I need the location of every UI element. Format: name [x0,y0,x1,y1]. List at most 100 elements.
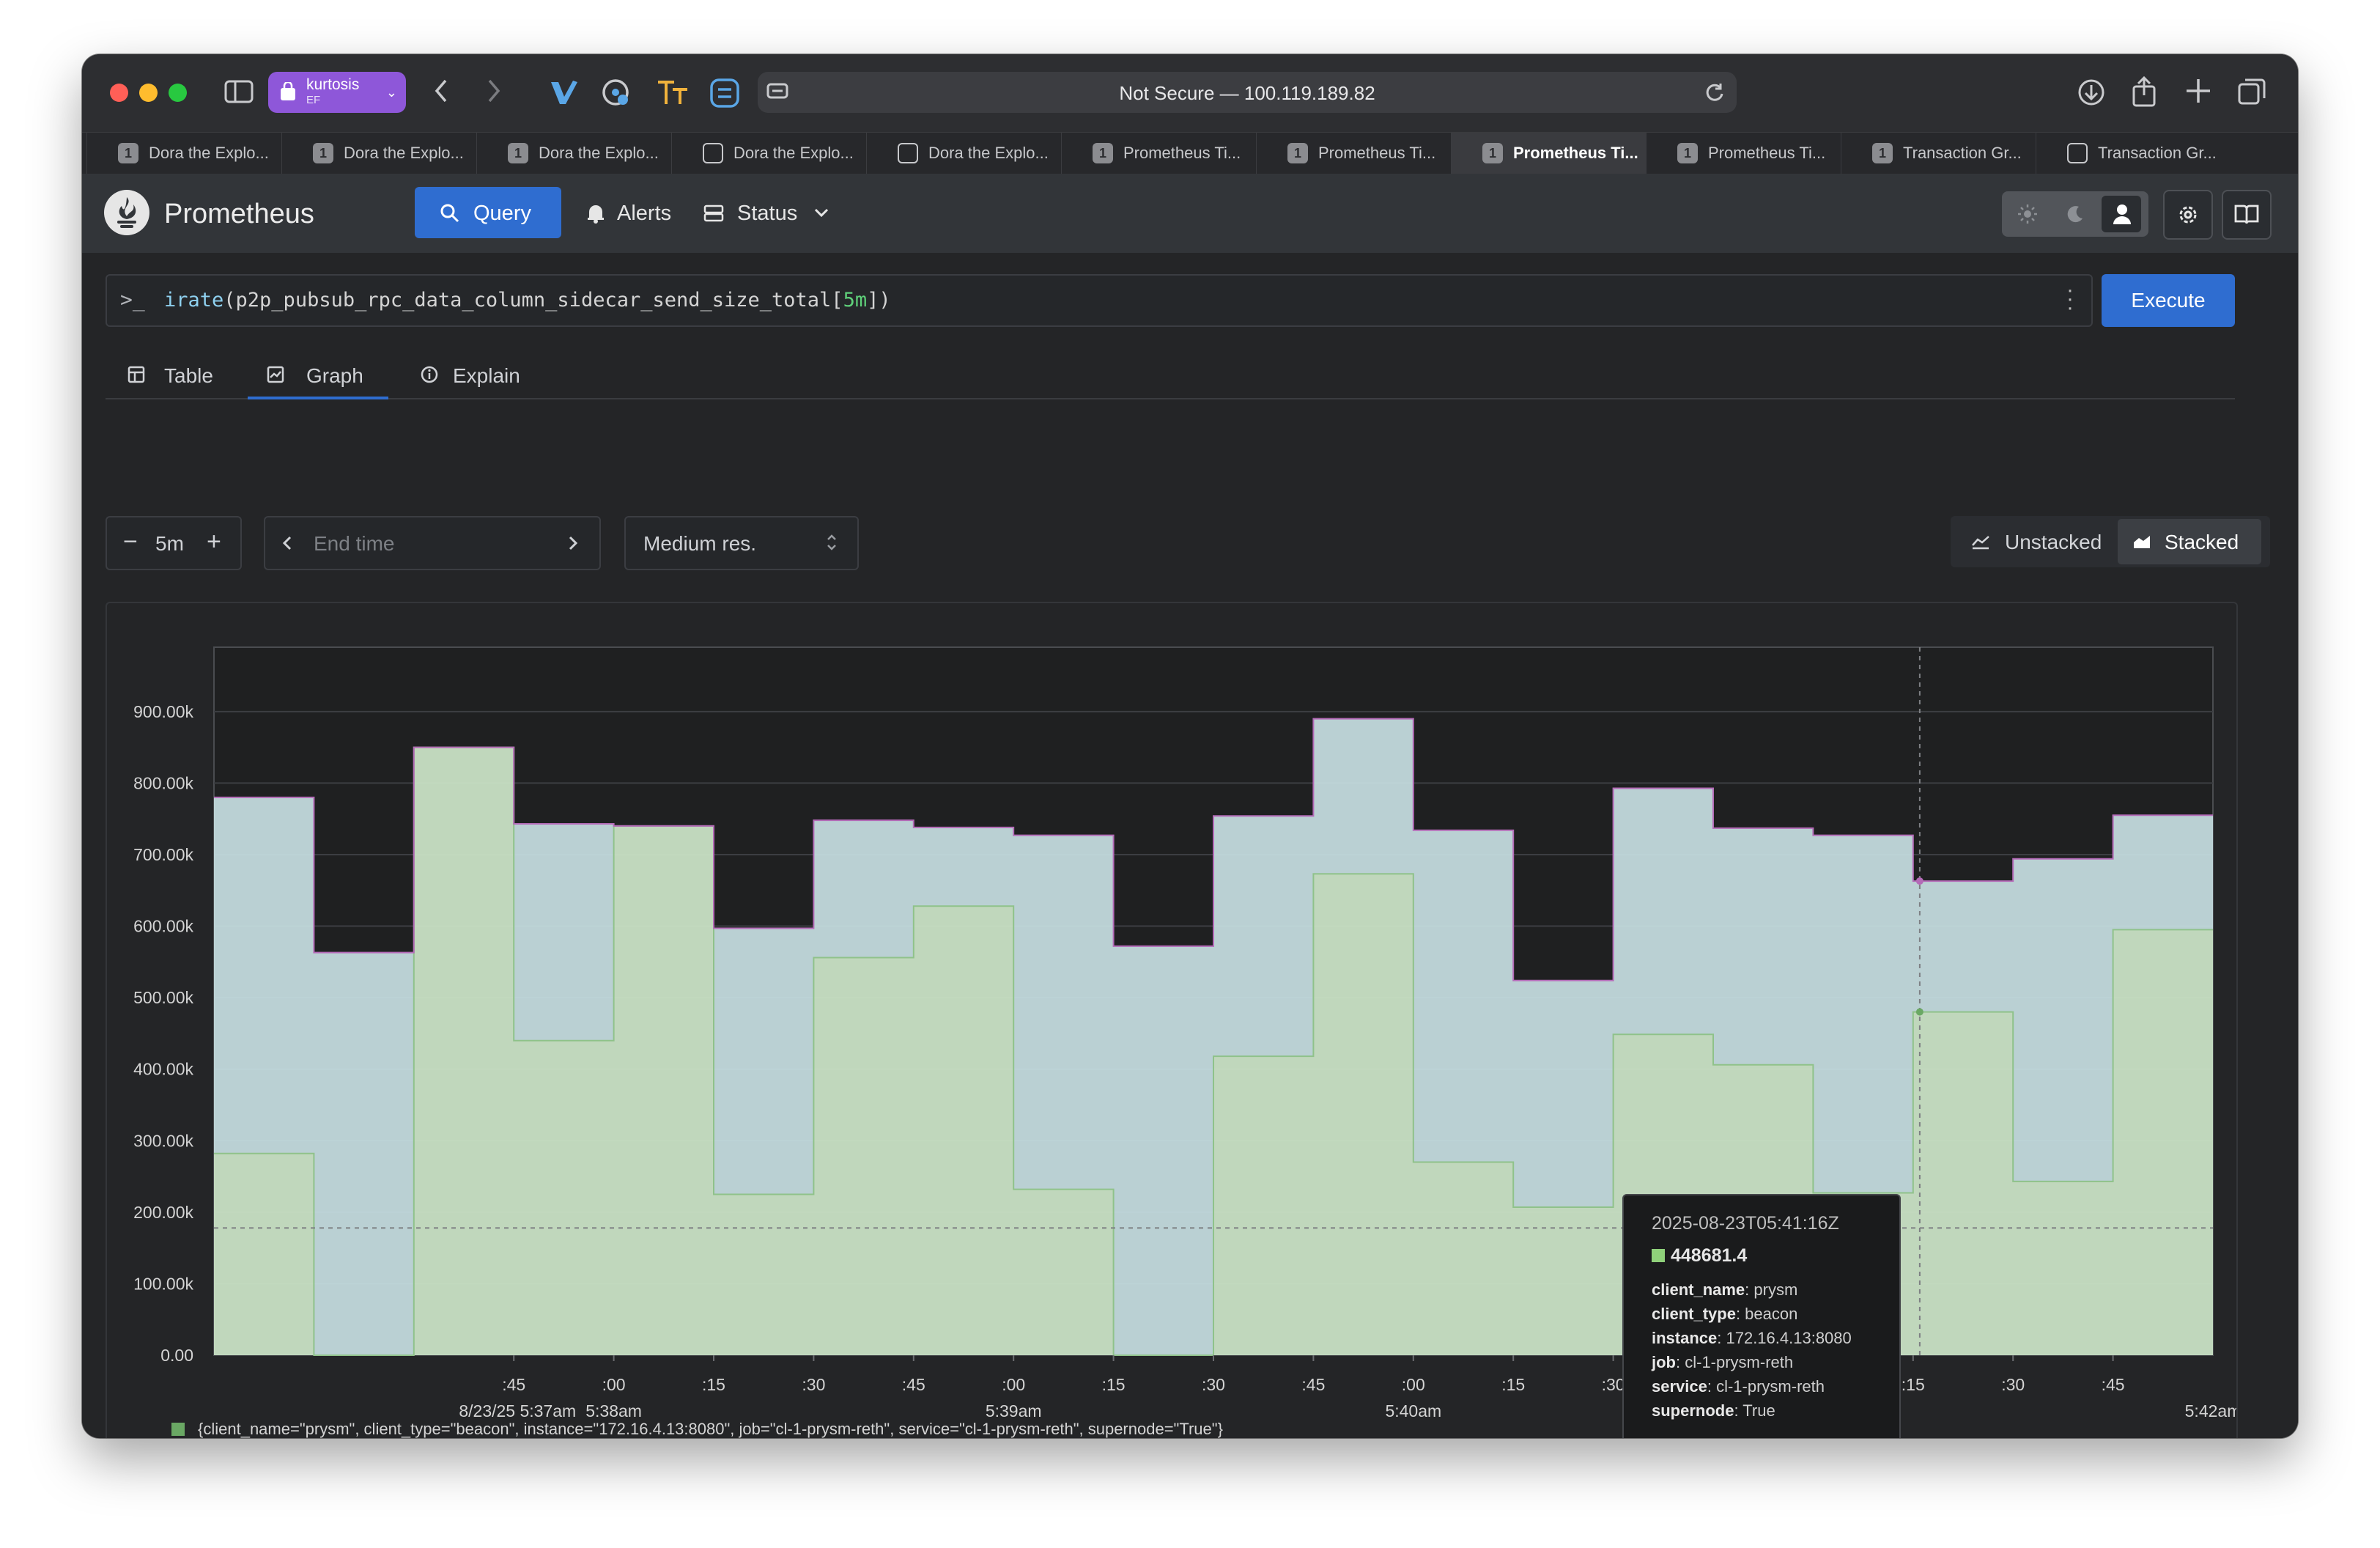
profile-name: kurtosis [306,76,360,93]
app-brand[interactable]: Prometheus [164,199,314,229]
decrease-range-button[interactable]: − [123,528,138,556]
docs-button[interactable] [2222,190,2272,240]
tab-count-badge: 1 [508,143,528,163]
stacked-label: Stacked [2165,531,2239,553]
forward-arrow-icon[interactable] [484,76,503,106]
reload-icon[interactable] [1704,82,1725,103]
status-nav-button[interactable]: Status [683,187,837,238]
prometheus-logo-icon[interactable] [104,190,149,235]
light-theme-button[interactable] [2008,196,2047,232]
bell-icon [588,205,604,224]
site-favicon-icon [2067,143,2088,163]
dark-theme-button[interactable] [2055,196,2094,232]
text-size-icon[interactable] [657,78,689,107]
profile-switcher[interactable]: kurtosis EF ⌄ [268,72,406,113]
x-tick-label: :45 [1301,1375,1325,1394]
query-input[interactable]: >_ irate(p2p_pubsub_rpc_data_column_side… [106,274,2093,327]
end-time-input[interactable]: End time [314,532,395,555]
tooltip-value-text: 448681.4 [1671,1245,1748,1266]
tab-explain[interactable]: Explain [391,350,523,397]
tooltip-label-key: client_type [1652,1305,1736,1323]
tooltip-label-row: service: cl-1-prysm-reth [1652,1377,1825,1396]
graph-panel: 0.00 100.00k 200.00k 300.00k 400.00k 500.00k 6… [106,602,2238,1438]
x-tick-label: :00 [1002,1375,1025,1394]
legend-item[interactable]: {client_name="prysm", client_type="beaco… [198,1420,1223,1438]
address-bar[interactable]: Not Secure — 100.119.189.82 [758,72,1737,113]
browser-tab[interactable]: 1 Dora the Explo... [476,133,672,174]
query-expression[interactable]: irate(p2p_pubsub_rpc_data_column_sidecar… [164,289,891,312]
browser-tab[interactable]: 1 Transaction Gr... [1841,133,2036,174]
tab-count-badge: 1 [118,143,138,163]
tab-table[interactable]: Table [106,350,223,397]
x-major-label: 5:40am [1385,1401,1441,1420]
range-value[interactable]: 5m [155,532,184,555]
moon-icon [2067,206,2082,223]
browser-tab[interactable]: 1 Dora the Explo... [281,133,477,174]
vim-extension-icon[interactable] [548,78,580,107]
profile-subtitle: EF [306,94,321,106]
y-tick-label: 200.00k [133,1203,193,1222]
book-icon [2234,204,2259,224]
back-arrow-icon[interactable] [432,76,451,106]
browser-tab[interactable]: 1 Prometheus Ti... [1451,133,1647,174]
y-tick-label: 500.00k [133,988,193,1007]
browser-tab-title: Dora the Explo... [149,144,269,162]
downloads-icon[interactable] [2077,78,2106,107]
tab-graph-label: Graph [306,364,363,387]
browser-tab[interactable]: 1 Prometheus Ti... [1256,133,1452,174]
browser-tab-title: Prometheus Ti... [1513,144,1638,162]
minimize-window-button[interactable] [139,84,158,102]
browser-tab[interactable]: Dora the Explo... [671,133,867,174]
alerts-nav-button[interactable]: Alerts [566,187,676,238]
tooltip-label-value: : cl-1-prysm-reth [1707,1377,1825,1396]
tab-count-badge: 1 [313,143,333,163]
tooltip-label-key: client_name [1652,1280,1745,1299]
new-tab-icon[interactable] [2185,78,2211,104]
extension-icon[interactable] [709,78,740,108]
tooltip-label-value: : cl-1-prysm-reth [1676,1353,1794,1371]
x-tick-label: :45 [502,1375,525,1394]
execute-button[interactable]: Execute [2102,274,2235,327]
browser-tab[interactable]: 1 Prometheus Ti... [1061,133,1257,174]
stacked-button[interactable]: Stacked [2118,519,2261,564]
x-major-label: 8/23/25 5:37am [459,1401,576,1420]
browser-tab-title: Dora the Explo... [344,144,464,162]
x-major-label: 5:38am [585,1401,642,1420]
auto-theme-button[interactable] [2102,196,2141,232]
unstacked-button[interactable]: Unstacked [1954,519,2115,564]
share-icon[interactable] [2131,76,2157,107]
password-extension-icon[interactable] [601,78,632,108]
x-tick-label: :15 [1102,1375,1126,1394]
query-options-icon[interactable]: · · · [2066,278,2074,320]
tab-graph[interactable]: Graph [248,350,388,399]
sidebar-toggle-icon[interactable] [224,79,254,104]
site-favicon-icon [898,143,918,163]
graph-tooltip: 2025-08-23T05:41:16Z 448681.4 client_nam… [1622,1194,1901,1438]
view-tabs: Table Graph Explain [106,350,2235,399]
close-window-button[interactable] [110,84,128,102]
chevron-right-icon[interactable] [567,535,579,551]
resolution-select[interactable]: Medium res. [624,516,859,570]
end-time-control: End time [264,516,601,570]
chevron-left-icon[interactable] [281,535,293,551]
table-icon [128,366,145,383]
settings-button[interactable] [2163,190,2213,240]
x-tick-label: :15 [702,1375,725,1394]
stacked-area-chart[interactable]: 0.00 100.00k 200.00k 300.00k 400.00k 500.00k 6… [107,603,2236,1438]
x-tick-label: :15 [1902,1375,1925,1394]
x-tick-label: :30 [1202,1375,1225,1394]
browser-tab[interactable]: 1 Dora the Explo... [86,133,282,174]
query-close: ]) [867,289,891,312]
tooltip-label-row: instance: 172.16.4.13:8080 [1652,1329,1852,1348]
browser-tab[interactable]: Dora the Explo... [866,133,1062,174]
query-nav-button[interactable]: Query [415,187,561,238]
series-color-swatch [1652,1249,1665,1262]
area-chart-icon [2134,536,2150,548]
tab-overview-icon[interactable] [2238,78,2266,106]
zoom-window-button[interactable] [169,84,187,102]
increase-range-button[interactable]: + [207,528,221,556]
page-menu-icon[interactable] [766,82,788,103]
chevron-down-icon [814,208,829,218]
browser-tab[interactable]: Transaction Gr... [2036,133,2231,174]
browser-tab[interactable]: 1 Prometheus Ti... [1646,133,1841,174]
